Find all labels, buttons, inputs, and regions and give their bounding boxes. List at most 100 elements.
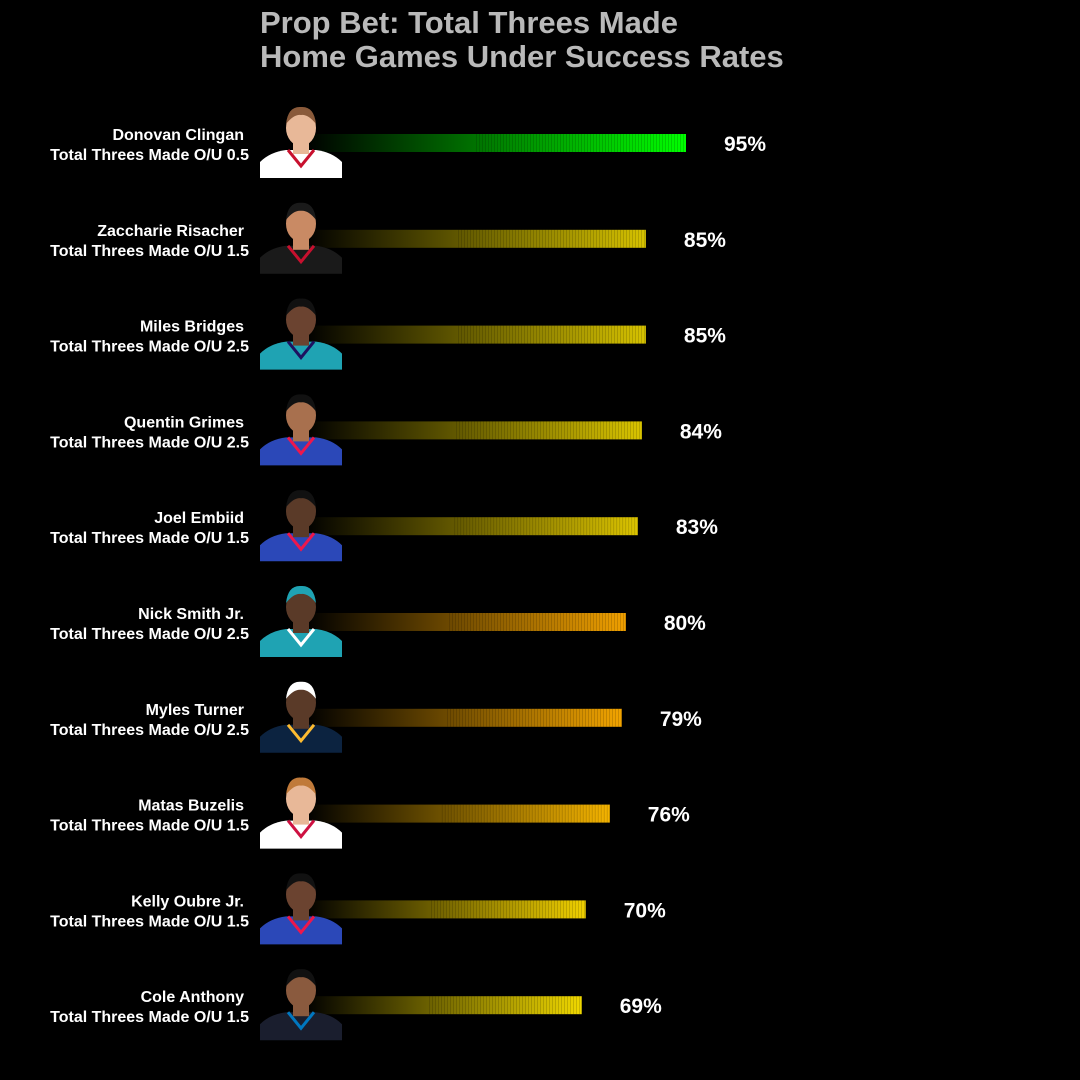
prop-line-label: Total Threes Made O/U 1.5 xyxy=(50,530,249,547)
face xyxy=(286,301,316,338)
player-headshot xyxy=(260,873,342,945)
chart-title-line-1: Prop Bet: Total Threes Made xyxy=(260,5,678,40)
bar xyxy=(305,900,586,919)
bar-texture xyxy=(429,996,580,1015)
bar-row: 69% Cole Anthony Total Threes Made O/U 1.5 xyxy=(50,969,662,1041)
bar-texture xyxy=(441,804,608,823)
bar-row: 85% Zaccharie Risacher Total Threes Made O… xyxy=(50,202,726,274)
player-headshot xyxy=(260,490,342,562)
jersey-trim xyxy=(286,244,316,265)
jersey-trim xyxy=(286,915,316,935)
player-headshot xyxy=(260,777,342,849)
player-headshot xyxy=(260,394,342,466)
bar-row: 95% Donovan Clingan Total Threes Made O/U … xyxy=(50,106,766,178)
player-name-label: Joel Embiid xyxy=(154,510,244,527)
prop-line-label: Total Threes Made O/U 1.5 xyxy=(50,1009,249,1026)
bar-row: 79% Myles Turner Total Threes Made O/U 2.5 xyxy=(50,681,702,753)
bar xyxy=(305,804,610,823)
bar-row: 83% Joel Embiid Total Threes Made O/U 1.5 xyxy=(50,490,718,562)
player-name-label: Nick Smith Jr. xyxy=(138,606,244,623)
hair xyxy=(286,298,316,316)
face xyxy=(286,110,316,146)
bar xyxy=(305,325,646,344)
bar xyxy=(305,613,626,631)
player-headshot xyxy=(260,298,342,370)
value-label: 70% xyxy=(624,899,666,922)
bar-row: 70% Kelly Oubre Jr. Total Threes Made O/U … xyxy=(50,873,666,945)
bar-texture xyxy=(447,708,622,727)
bar-texture xyxy=(449,613,624,631)
value-label: 69% xyxy=(620,995,662,1018)
bar-texture xyxy=(476,134,684,152)
bar xyxy=(305,996,582,1015)
player-name-label: Miles Bridges xyxy=(140,319,244,336)
hair xyxy=(286,202,316,220)
chart-title: Prop Bet: Total Threes Made Home Games U… xyxy=(260,6,784,74)
value-label: 83% xyxy=(676,516,718,539)
value-label: 84% xyxy=(680,420,722,443)
face xyxy=(286,780,316,817)
bar xyxy=(305,517,638,536)
hair xyxy=(286,681,316,699)
bar xyxy=(305,421,642,440)
jersey-trim xyxy=(286,436,316,456)
bar-row: 76% Matas Buzelis Total Threes Made O/U 1.… xyxy=(50,777,690,849)
jersey-trim xyxy=(286,149,316,169)
face xyxy=(286,397,316,434)
player-headshot xyxy=(260,969,342,1041)
bar-row: 85% Miles Bridges Total Threes Made O/U 2.… xyxy=(50,298,726,370)
player-name-label: Kelly Oubre Jr. xyxy=(131,893,244,910)
hair xyxy=(286,490,316,508)
chart-title-line-2: Home Games Under Success Rates xyxy=(260,39,784,74)
prop-line-label: Total Threes Made O/U 1.5 xyxy=(50,818,249,835)
hair xyxy=(286,777,316,795)
bar-row: 84% Quentin Grimes Total Threes Made O/U 2… xyxy=(50,394,722,466)
player-name-label: Matas Buzelis xyxy=(138,798,244,815)
jersey-trim xyxy=(286,819,316,839)
hair xyxy=(286,873,316,891)
face xyxy=(286,876,316,913)
value-label: 85% xyxy=(684,229,726,252)
player-name-label: Quentin Grimes xyxy=(124,414,244,431)
bar-texture xyxy=(431,900,585,919)
value-label: 85% xyxy=(684,325,726,348)
hair xyxy=(286,106,316,124)
jersey-trim xyxy=(286,532,316,552)
value-label: 76% xyxy=(648,804,690,827)
player-headshot xyxy=(260,585,342,657)
prop-line-label: Total Threes Made O/U 2.5 xyxy=(50,434,249,451)
face xyxy=(286,589,316,625)
player-name-label: Zaccharie Risacher xyxy=(97,223,244,240)
jersey-trim xyxy=(286,340,316,360)
player-name-label: Myles Turner xyxy=(146,702,244,719)
face xyxy=(286,205,316,242)
face xyxy=(286,493,316,530)
bar-texture xyxy=(456,421,640,440)
bar-texture xyxy=(458,325,645,344)
jersey-trim xyxy=(286,628,316,648)
hair xyxy=(286,394,316,412)
bar-row: 80% Nick Smith Jr. Total Threes Made O/U 2… xyxy=(50,585,706,657)
prop-line-label: Total Threes Made O/U 2.5 xyxy=(50,722,249,739)
value-label: 80% xyxy=(664,612,706,635)
face xyxy=(286,972,316,1009)
player-headshot xyxy=(260,202,342,274)
prop-line-label: Total Threes Made O/U 1.5 xyxy=(50,913,249,930)
player-headshot xyxy=(260,681,342,753)
bar xyxy=(305,134,686,152)
player-name-label: Donovan Clingan xyxy=(112,127,244,144)
prop-line-label: Total Threes Made O/U 2.5 xyxy=(50,339,249,356)
jersey-trim xyxy=(286,1011,316,1031)
prop-line-label: Total Threes Made O/U 1.5 xyxy=(50,243,249,260)
prop-line-label: Total Threes Made O/U 2.5 xyxy=(50,626,249,643)
value-label: 95% xyxy=(724,133,766,156)
player-name-label: Cole Anthony xyxy=(141,989,245,1006)
prop-line-label: Total Threes Made O/U 0.5 xyxy=(50,147,249,164)
bar-texture xyxy=(458,229,645,248)
bar xyxy=(305,708,622,727)
player-headshot xyxy=(260,106,342,178)
jersey-trim xyxy=(286,723,316,744)
bar xyxy=(305,229,646,248)
bar-texture xyxy=(454,517,639,536)
